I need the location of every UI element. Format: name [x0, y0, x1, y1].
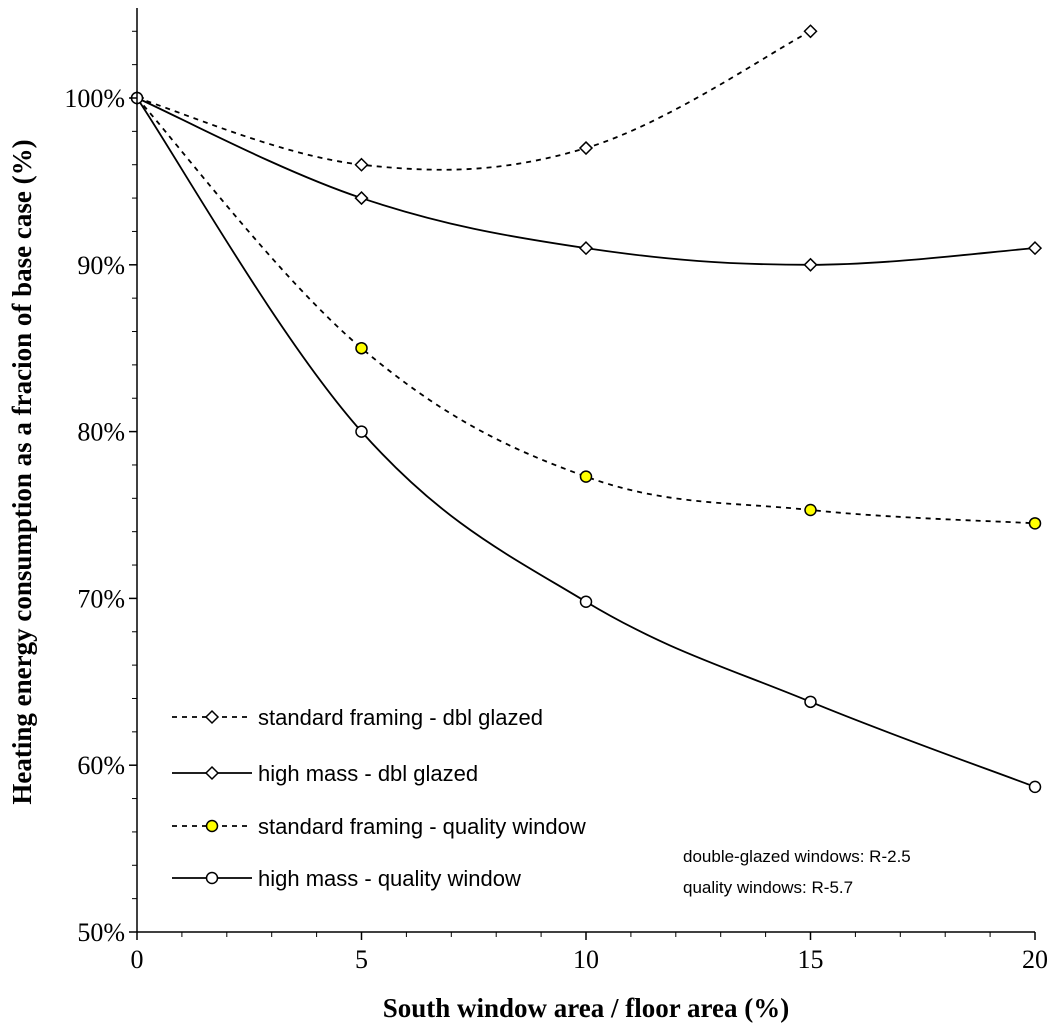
y-tick-label: 60% [77, 751, 125, 780]
annotation-text: double-glazed windows: R-2.5 [683, 847, 911, 866]
annotations: double-glazed windows: R-2.5 quality wind… [683, 847, 911, 897]
annotation-text: quality windows: R-5.7 [683, 878, 853, 897]
series-line [136, 30, 811, 171]
data-point [1028, 780, 1042, 794]
y-tick-label: 90% [77, 251, 125, 280]
x-tick-label: 10 [573, 945, 599, 974]
data-point [579, 470, 593, 483]
series-4 [130, 91, 1042, 794]
y-axis-title: Heating energy consumption as a fracion … [7, 139, 37, 804]
legend-label: standard framing - quality window [258, 814, 586, 839]
legend-item: standard framing - dbl glazed [172, 705, 543, 730]
data-point [354, 191, 369, 206]
data-point [803, 257, 818, 272]
legend-item: standard framing - quality window [172, 814, 586, 839]
x-axis-title: South window area / floor area (%) [383, 993, 790, 1023]
data-point [803, 24, 818, 39]
series-3 [130, 91, 1042, 530]
legend-marker [205, 871, 219, 885]
series-2 [129, 90, 1043, 272]
data-point [804, 695, 817, 709]
series-line [136, 97, 1036, 266]
y-tick-label: 100% [64, 84, 125, 113]
x-tick-label: 15 [798, 945, 824, 974]
legend-item: high mass - quality window [172, 866, 521, 891]
x-tick-label: 5 [355, 945, 368, 974]
data-point [1028, 517, 1042, 530]
series-line [136, 97, 1036, 525]
legend-label: standard framing - dbl glazed [258, 705, 543, 730]
data-point [354, 157, 369, 172]
series-line [136, 97, 1036, 788]
x-tick-label: 0 [131, 945, 144, 974]
legend-item: high mass - dbl glazed [172, 761, 478, 786]
legend-label: high mass - dbl glazed [258, 761, 478, 786]
x-tick-label: 20 [1022, 945, 1048, 974]
data-point [355, 425, 368, 438]
data-point [1027, 241, 1043, 256]
legend-marker [205, 819, 219, 833]
legend-marker [204, 709, 220, 725]
data-point [355, 341, 368, 355]
y-tick-label: 50% [77, 918, 125, 947]
series-1 [129, 24, 818, 172]
legend-label: high mass - quality window [258, 866, 521, 891]
data-point [578, 241, 594, 256]
series-layer [129, 24, 1043, 794]
data-point [579, 595, 593, 608]
legend: standard framing - dbl glazed high mass -… [172, 705, 586, 891]
data-point [804, 503, 817, 517]
legend-marker [204, 765, 220, 781]
data-point [578, 140, 594, 156]
y-tick-label: 70% [77, 584, 125, 613]
y-tick-label: 80% [77, 418, 125, 447]
ticks-layer: 50% 60% 70% 80% 90% 100% 0 5 10 15 20 [64, 30, 1048, 974]
